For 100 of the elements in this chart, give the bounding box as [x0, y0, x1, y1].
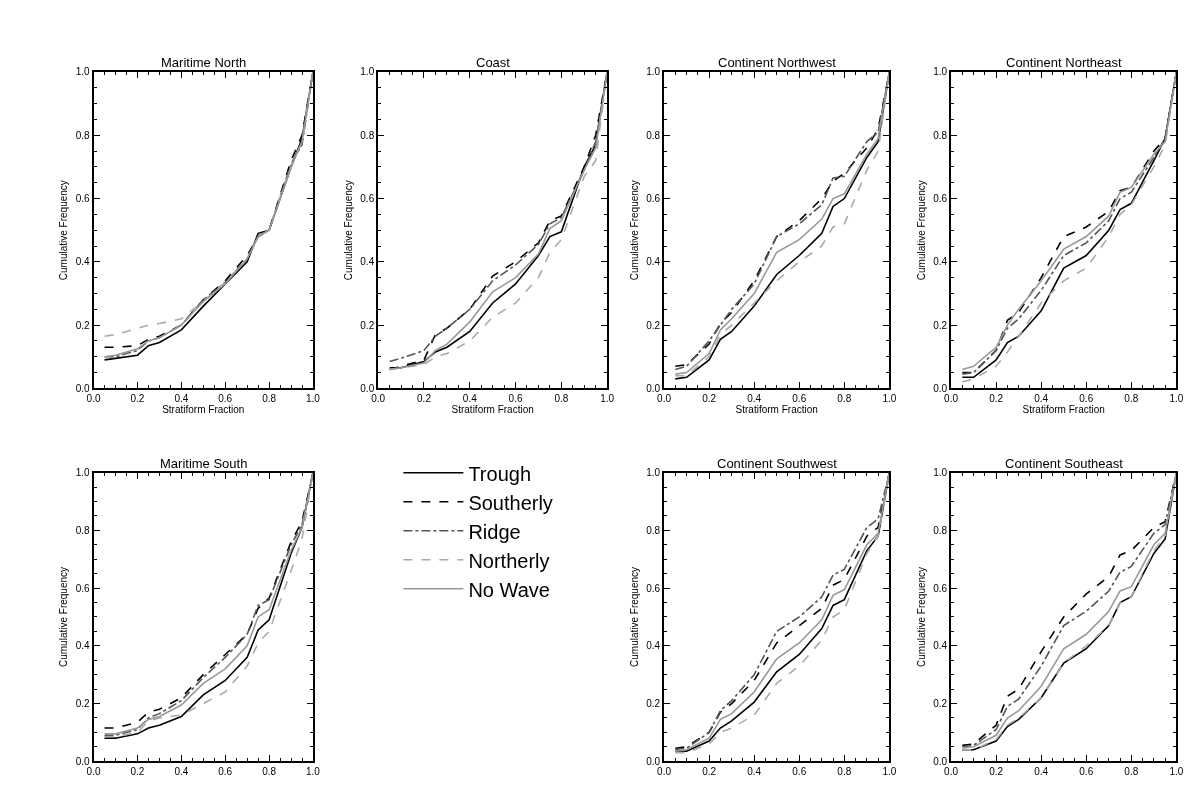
y-tick-label: 0.2	[75, 319, 91, 331]
y-tick-label: 0.0	[360, 382, 375, 394]
chart-title: Continent Southeast	[1005, 456, 1124, 471]
x-tick-label: 0.6	[1079, 393, 1094, 405]
legend-label: Trough	[468, 462, 532, 485]
x-tick-label: 0.0	[86, 393, 101, 405]
x-tick-label: 0.4	[747, 766, 762, 778]
y-tick-label: 0.0	[933, 382, 948, 394]
x-tick-label: 0.2	[989, 393, 1004, 405]
x-tick-label: 0.6	[792, 393, 807, 405]
y-axis-title: Cumulative Frequency	[58, 180, 70, 281]
x-tick-label: 0.8	[1124, 766, 1139, 778]
chart-title: Maritime South	[160, 456, 248, 471]
y-tick-label: 1.0	[646, 467, 661, 479]
y-tick-label: 0.6	[933, 582, 948, 594]
y-tick-label: 1.0	[75, 467, 91, 479]
x-tick-label: 0.0	[944, 766, 959, 778]
y-tick-label: 0.4	[75, 256, 91, 268]
x-tick-label: 0.8	[1124, 393, 1139, 405]
x-tick-label: 1.0	[306, 393, 321, 405]
x-tick-label: 1.0	[882, 393, 897, 405]
y-tick-label: 0.0	[933, 755, 948, 767]
y-tick-label: 0.2	[933, 319, 948, 331]
x-tick-label: 0.8	[554, 393, 569, 405]
y-tick-label: 0.8	[75, 524, 91, 536]
chart-title: Maritime North	[161, 55, 247, 70]
y-tick-label: 0.6	[646, 193, 661, 205]
y-tick-label: 0.4	[933, 256, 948, 268]
y-tick-label: 0.4	[646, 256, 661, 268]
y-tick-label: 0.0	[75, 382, 91, 394]
x-tick-label: 0.4	[1034, 766, 1049, 778]
x-tick-label: 0.4	[747, 393, 762, 405]
y-tick-label: 0.2	[933, 698, 948, 710]
y-tick-label: 0.0	[75, 755, 91, 767]
x-axis-title: Stratiform Fraction	[1022, 404, 1105, 416]
x-tick-label: 0.6	[508, 393, 523, 405]
y-axis-title: Cumulative Frequency	[915, 180, 927, 281]
y-tick-label: 0.0	[646, 382, 661, 394]
y-tick-label: 0.4	[75, 640, 91, 652]
x-tick-label: 0.8	[262, 393, 277, 405]
x-tick-label: 0.0	[371, 393, 386, 405]
x-tick-label: 0.8	[262, 766, 277, 778]
x-tick-label: 0.4	[462, 393, 478, 405]
legend-label: No Wave	[468, 578, 550, 601]
x-tick-label: 0.2	[702, 766, 717, 778]
legend-label: Northerly	[468, 549, 550, 572]
y-axis-title: Cumulative Frequency	[58, 566, 70, 667]
y-tick-label: 0.6	[75, 582, 91, 594]
x-axis-title: Stratiform Fraction	[735, 404, 818, 416]
x-tick-label: 0.0	[657, 766, 672, 778]
x-tick-label: 1.0	[1169, 766, 1184, 778]
y-tick-label: 0.8	[360, 129, 375, 141]
x-tick-label: 0.4	[174, 766, 189, 778]
chart-title: Continent Northwest	[718, 55, 837, 70]
x-tick-label: 0.2	[130, 766, 145, 778]
y-axis-title: Cumulative Frequency	[915, 566, 927, 667]
x-tick-label: 1.0	[306, 766, 321, 778]
chart-title: Continent Northeast	[1006, 55, 1123, 70]
legend-label: Ridge	[468, 520, 521, 543]
y-axis-title: Cumulative Frequency	[628, 566, 640, 667]
x-tick-label: 0.0	[657, 393, 672, 405]
y-tick-label: 0.4	[646, 640, 661, 652]
x-tick-label: 0.6	[218, 393, 233, 405]
y-tick-label: 0.4	[933, 640, 948, 652]
y-tick-label: 1.0	[360, 66, 375, 78]
y-tick-label: 0.2	[75, 698, 91, 710]
y-tick-label: 1.0	[933, 66, 948, 78]
x-axis-title: Stratiform Fraction	[451, 404, 534, 416]
y-tick-label: 0.0	[646, 755, 661, 767]
y-axis-title: Cumulative Frequency	[342, 180, 354, 281]
y-tick-label: 0.6	[933, 193, 948, 205]
x-tick-label: 0.4	[1034, 393, 1049, 405]
y-tick-label: 1.0	[646, 66, 661, 78]
y-tick-label: 0.8	[646, 129, 661, 141]
x-tick-label: 0.6	[218, 766, 233, 778]
x-tick-label: 0.2	[702, 393, 717, 405]
legend-label: Southerly	[468, 491, 553, 514]
x-tick-label: 0.6	[792, 766, 807, 778]
x-tick-label: 0.6	[1079, 766, 1094, 778]
y-tick-label: 0.6	[646, 582, 661, 594]
y-tick-label: 0.6	[75, 193, 91, 205]
y-tick-label: 0.2	[646, 319, 661, 331]
y-tick-label: 0.2	[646, 698, 661, 710]
x-tick-label: 0.2	[417, 393, 432, 405]
y-tick-label: 0.2	[360, 319, 375, 331]
x-tick-label: 0.2	[989, 766, 1004, 778]
x-tick-label: 0.8	[837, 766, 852, 778]
y-tick-label: 1.0	[933, 467, 948, 479]
y-tick-label: 0.8	[75, 129, 91, 141]
y-tick-label: 0.6	[360, 193, 375, 205]
y-tick-label: 1.0	[75, 66, 91, 78]
x-tick-label: 0.0	[944, 393, 959, 405]
y-tick-label: 0.8	[933, 129, 948, 141]
chart-title: Coast	[476, 55, 511, 70]
x-tick-label: 0.2	[130, 393, 145, 405]
y-tick-label: 0.8	[933, 524, 948, 536]
x-tick-label: 1.0	[600, 393, 615, 405]
x-tick-label: 1.0	[882, 766, 897, 778]
y-tick-label: 0.4	[360, 256, 375, 268]
chart-title: Continent Southwest	[717, 456, 838, 471]
